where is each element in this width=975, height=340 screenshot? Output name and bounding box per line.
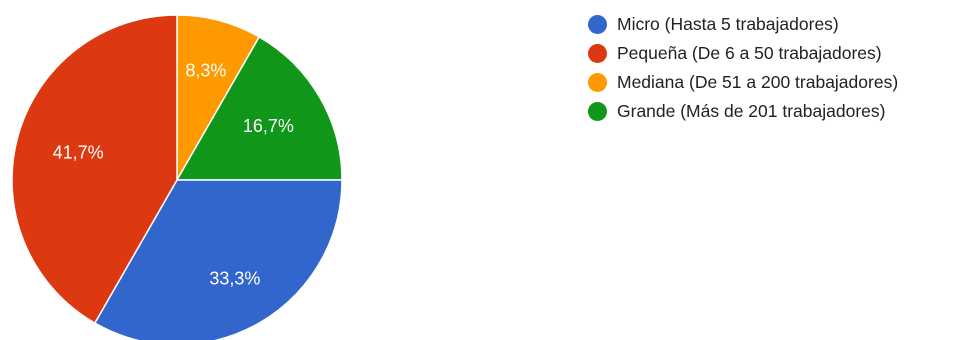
pie-slice-pequena[interactable] <box>11 14 178 325</box>
legend: Micro (Hasta 5 trabajadores) Pequeña (De… <box>588 10 898 126</box>
legend-item-pequena[interactable]: Pequeña (De 6 a 50 trabajadores) <box>588 39 898 67</box>
legend-dot-micro <box>588 14 607 34</box>
legend-label-grande: Grande (Más de 201 trabajadores) <box>617 100 886 121</box>
legend-dot-mediana <box>588 72 607 92</box>
legend-item-grande[interactable]: Grande (Más de 201 trabajadores) <box>588 97 898 125</box>
legend-item-mediana[interactable]: Mediana (De 51 a 200 trabajadores) <box>588 68 898 96</box>
legend-label-mediana: Mediana (De 51 a 200 trabajadores) <box>617 71 899 92</box>
data-label-grande: 16,7% <box>243 116 294 136</box>
legend-item-micro[interactable]: Micro (Hasta 5 trabajadores) <box>588 10 898 38</box>
data-label-pequena: 41,7% <box>53 142 104 162</box>
pie-slice-mediana[interactable] <box>176 14 261 183</box>
data-label-mediana: 8,3% <box>185 60 226 80</box>
pie-slice-grande[interactable] <box>175 35 343 181</box>
legend-label-micro: Micro (Hasta 5 trabajadores) <box>617 13 839 34</box>
legend-dot-pequena <box>588 43 607 63</box>
data-label-micro: 33,3% <box>209 269 260 289</box>
legend-dot-grande <box>588 101 607 121</box>
legend-label-pequena: Pequeña (De 6 a 50 trabajadores) <box>617 42 882 63</box>
